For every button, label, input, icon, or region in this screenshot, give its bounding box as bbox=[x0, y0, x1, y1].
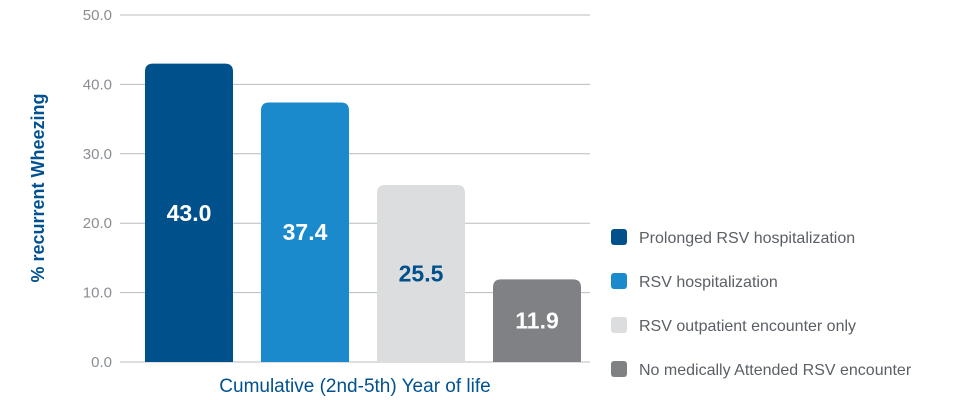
y-tick-label: 30.0 bbox=[83, 146, 112, 163]
bar bbox=[493, 279, 581, 362]
legend-label: No medically Attended RSV encounter bbox=[639, 362, 912, 379]
legend: Prolonged RSV hospitalization RSV hospita… bbox=[611, 229, 912, 379]
legend-swatch bbox=[611, 229, 627, 245]
legend-item: No medically Attended RSV encounter bbox=[611, 361, 912, 379]
y-axis-label: % recurrent Wheezing bbox=[28, 93, 48, 282]
data-label: 43.0 bbox=[167, 200, 212, 226]
data-label: 37.4 bbox=[283, 219, 328, 245]
bar bbox=[377, 185, 465, 362]
y-tick-label: 20.0 bbox=[83, 215, 112, 232]
data-labels: 43.0 37.4 25.5 11.9 bbox=[167, 200, 559, 334]
legend-item: RSV outpatient encounter only bbox=[611, 317, 856, 335]
y-tick-label: 40.0 bbox=[83, 76, 112, 93]
data-label: 25.5 bbox=[399, 261, 444, 287]
bar bbox=[261, 102, 349, 362]
legend-item: Prolonged RSV hospitalization bbox=[611, 229, 855, 247]
bar bbox=[145, 63, 233, 362]
data-label: 11.9 bbox=[515, 308, 559, 334]
y-tick-label: 0.0 bbox=[91, 354, 112, 371]
legend-item: RSV hospitalization bbox=[611, 273, 778, 291]
legend-swatch bbox=[611, 317, 627, 333]
bars bbox=[145, 63, 581, 362]
x-axis-label: Cumulative (2nd-5th) Year of life bbox=[219, 376, 490, 397]
legend-label: RSV hospitalization bbox=[639, 274, 778, 291]
y-axis-ticks: 0.0 10.0 20.0 30.0 40.0 50.0 bbox=[83, 7, 112, 371]
legend-swatch bbox=[611, 361, 627, 377]
legend-label: RSV outpatient encounter only bbox=[639, 318, 856, 335]
y-tick-label: 10.0 bbox=[83, 285, 112, 302]
y-tick-label: 50.0 bbox=[83, 7, 112, 24]
legend-label: Prolonged RSV hospitalization bbox=[639, 230, 855, 247]
legend-swatch bbox=[611, 273, 627, 289]
